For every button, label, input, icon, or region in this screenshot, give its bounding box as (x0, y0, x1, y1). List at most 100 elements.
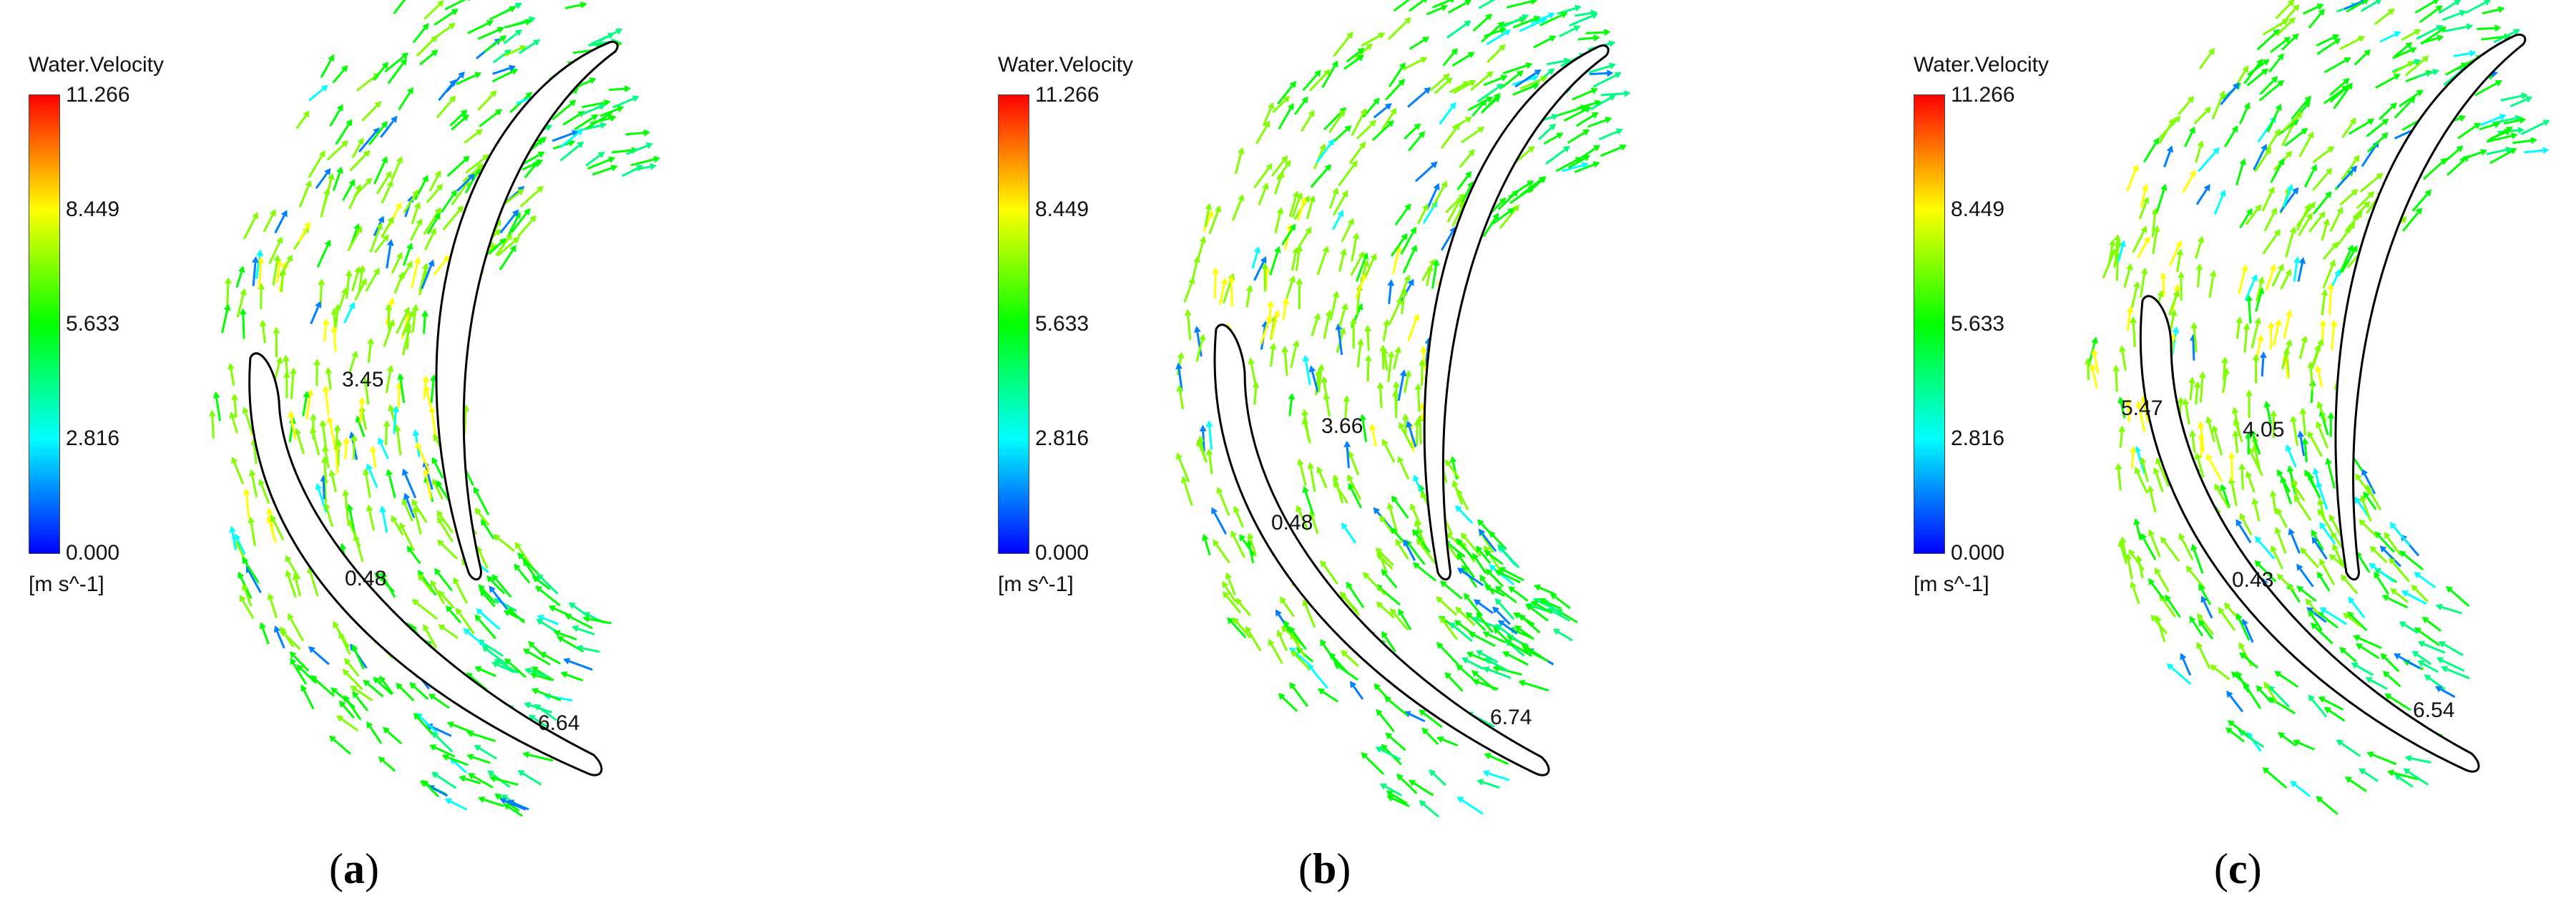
velocity-arrow (1425, 731, 1439, 746)
velocity-arrow (1276, 164, 1288, 180)
velocity-arrow (1272, 99, 1286, 114)
velocity-arrow (1500, 547, 1520, 569)
velocity-arrow (1461, 570, 1484, 587)
velocity-arrowhead (1489, 564, 1497, 572)
velocity-arrow (1577, 36, 1595, 41)
velocity-arrowhead (1260, 256, 1267, 264)
velocity-arrow (2235, 674, 2250, 688)
velocity-arrowhead (2119, 240, 2127, 248)
velocity-arrow (1390, 238, 1405, 257)
velocity-arrow (1222, 278, 1233, 304)
velocity-arrowhead (2189, 169, 2196, 177)
velocity-arrow (2195, 387, 2199, 405)
velocity-arrowhead (2341, 574, 2348, 582)
velocity-arrow (1431, 265, 1438, 289)
velocity-arrowhead (1498, 44, 1506, 52)
velocity-arrowhead (333, 620, 340, 629)
velocity-arrowhead (2261, 68, 2269, 76)
velocity-arrowhead (1370, 253, 1377, 260)
velocity-arrowhead (1395, 538, 1402, 547)
velocity-arrow (1318, 472, 1328, 489)
velocity-arrow (1459, 494, 1469, 511)
velocity-arrow (1346, 50, 1361, 63)
velocity-arrowhead (1322, 245, 1329, 253)
velocity-arrowhead (1527, 145, 1535, 153)
velocity-arrowhead (1320, 560, 1327, 567)
velocity-arrowhead (1547, 12, 1556, 19)
velocity-arrow (1416, 565, 1437, 582)
velocity-arrow (436, 99, 453, 119)
velocity-arrow (401, 332, 410, 356)
velocity-arrowhead (536, 618, 544, 625)
velocity-arrow (1291, 253, 1297, 271)
velocity-arrow (1482, 532, 1497, 552)
velocity-arrowhead (1455, 505, 1462, 512)
velocity-arrowhead (1308, 195, 1316, 203)
velocity-arrow (1555, 159, 1577, 172)
velocity-arrowhead (1401, 288, 1409, 295)
velocity-arrowhead (1390, 107, 1397, 115)
velocity-arrow (464, 172, 478, 194)
velocity-arrowhead (2296, 585, 2304, 593)
velocity-arrowhead (1436, 736, 1444, 744)
velocity-arrowhead (1387, 351, 1395, 358)
velocity-arrow (2512, 139, 2532, 145)
velocity-arrowhead (2305, 598, 2313, 606)
velocity-arrowhead (1464, 170, 1472, 179)
velocity-arrow (236, 294, 245, 318)
velocity-arrow (472, 756, 491, 764)
velocity-arrowhead (2262, 766, 2270, 774)
velocity-arrowhead (2285, 150, 2293, 158)
velocity-arrow (1278, 635, 1288, 652)
velocity-arrowhead (1321, 376, 1328, 383)
velocity-arrowhead (548, 605, 556, 612)
velocity-arrowhead (338, 631, 346, 639)
velocity-arrow (2142, 401, 2150, 423)
velocity-arrowhead (2344, 57, 2351, 64)
velocity-arrowhead (2328, 514, 2336, 522)
velocity-arrow (2414, 1, 2435, 14)
velocity-arrowhead (406, 545, 413, 553)
velocity-arrow (2157, 620, 2166, 643)
velocity-arrowhead (347, 519, 354, 527)
velocity-arrow (1290, 346, 1298, 369)
velocity-arrow (211, 416, 215, 439)
velocity-arrow (365, 273, 378, 293)
velocity-arrowhead (2223, 602, 2231, 610)
velocity-arrowhead (1381, 630, 1389, 639)
velocity-arrowhead (2300, 547, 2307, 555)
velocity-arrowhead (411, 498, 418, 507)
legend-unit: [m s^-1] (1914, 572, 1989, 596)
velocity-arrowhead (1289, 223, 1296, 231)
velocity-arrow (2208, 421, 2215, 442)
velocity-arrowhead (2238, 642, 2246, 650)
velocity-arrow (2281, 36, 2296, 51)
velocity-arrowhead (2341, 85, 2349, 92)
velocity-arrowhead (1223, 591, 1230, 599)
velocity-arrowhead (1410, 226, 1416, 235)
velocity-arrowhead (1302, 485, 1309, 494)
velocity-arrow (325, 508, 334, 527)
velocity-arrowhead (234, 533, 241, 541)
velocity-arrowhead (1375, 746, 1383, 754)
velocity-arrow (2211, 96, 2223, 120)
panel-c: Water.Velocity 11.266 8.449 5.633 2.816 … (1885, 0, 2576, 921)
velocity-arrow (2321, 615, 2339, 629)
velocity-arrowhead (1381, 438, 1389, 447)
velocity-arrowhead (1413, 474, 1420, 482)
velocity-arrow (530, 670, 549, 678)
velocity-arrowhead (2258, 276, 2265, 284)
velocity-arrow (1394, 208, 1409, 226)
velocity-arrowhead (1262, 182, 1269, 190)
velocity-arrow (382, 759, 396, 772)
velocity-arrow (533, 717, 549, 728)
velocity-arrow (1361, 34, 1381, 47)
velocity-arrowhead (1467, 52, 1475, 59)
velocity-arrowhead (1449, 102, 1456, 109)
velocity-arrow (346, 699, 362, 721)
velocity-arrow (329, 109, 341, 127)
velocity-arrowhead (2405, 42, 2413, 49)
velocity-arrow (1440, 231, 1454, 251)
velocity-arrowhead (2285, 338, 2293, 346)
velocity-arrowhead (2276, 507, 2283, 515)
